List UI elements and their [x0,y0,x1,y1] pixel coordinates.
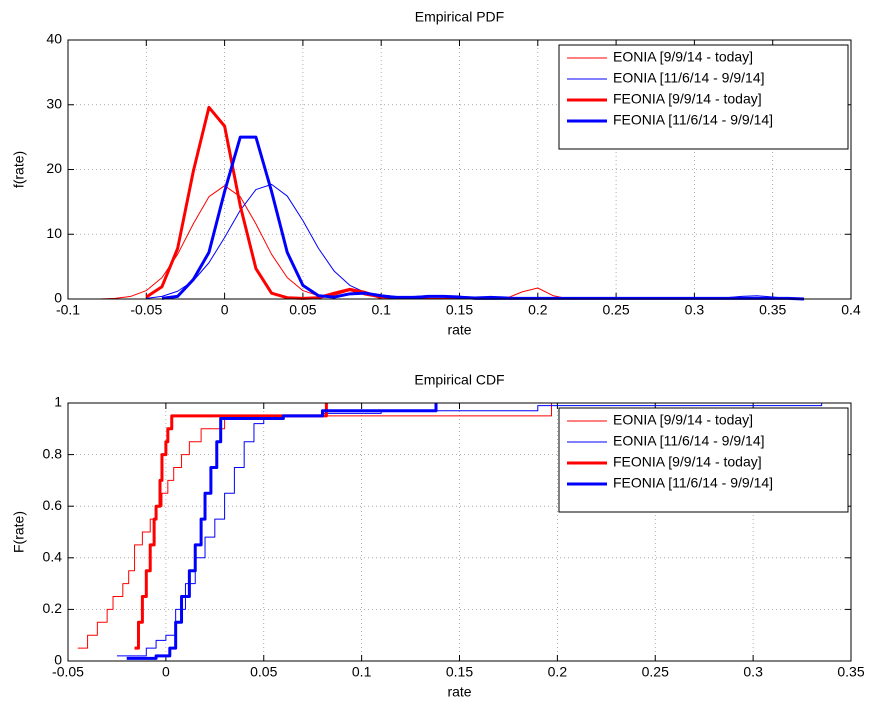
legend-box [558,407,849,513]
data-line [134,403,328,650]
x-tick-label: 0.25 [642,664,669,680]
x-axis-label: rate [447,684,471,700]
y-tick-label: 1 [54,394,62,410]
x-tick-label: 0.05 [289,302,316,318]
legend-label: FEONIA [11/6/14 - 9/9/14] [613,475,773,491]
x-tick-label: -0.1 [56,302,80,318]
legend-label: EONIA [9/9/14 - today] [613,412,753,428]
legend-label: FEONIA [11/6/14 - 9/9/14] [613,112,773,128]
x-tick-label: 0.1 [371,302,391,318]
x-tick-label: -0.05 [52,664,84,680]
x-tick-label: 0.05 [250,664,277,680]
legend-box [558,44,849,150]
y-tick-label: 0.2 [43,600,63,616]
y-tick-label: 40 [46,31,62,47]
x-tick-label: 0.15 [446,302,473,318]
x-tick-label: -0.05 [130,302,162,318]
x-tick-label: 0.15 [446,664,473,680]
legend-label: FEONIA [9/9/14 - today] [613,91,762,107]
x-tick-label: 0.3 [685,302,705,318]
y-tick-label: 0 [54,652,62,668]
data-line [161,135,805,301]
x-tick-label: 0.25 [602,302,629,318]
chart-title: Empirical PDF [415,9,504,25]
x-tick-label: 0.2 [548,664,568,680]
data-line [77,403,553,649]
y-tick-label: 0.6 [43,497,63,513]
y-axis-label: F(rate) [11,511,27,553]
data-line [145,105,382,300]
x-axis-label: rate [447,322,471,338]
x-tick-label: 0 [162,664,170,680]
y-tick-label: 0.8 [43,445,63,461]
data-line [116,403,823,657]
chart-title: Empirical CDF [414,372,504,388]
y-tick-label: 10 [46,225,62,241]
y-tick-label: 30 [46,95,62,111]
x-tick-label: 0.1 [352,664,372,680]
legend-label: EONIA [11/6/14 - 9/9/14] [613,70,765,86]
y-tick-label: 20 [46,160,62,176]
legend-label: EONIA [9/9/14 - today] [613,49,753,65]
y-axis-label: f(rate) [11,151,27,188]
x-tick-label: 0.4 [841,302,861,318]
y-tick-label: 0.4 [43,549,63,565]
x-tick-label: 0.35 [759,302,786,318]
legend-label: EONIA [11/6/14 - 9/9/14] [613,433,765,449]
data-line [126,403,438,660]
plot-frame [67,39,852,300]
x-tick-label: 0.2 [528,302,548,318]
x-tick-label: 0.3 [743,664,763,680]
plot-frame [67,402,852,662]
legend-label: FEONIA [9/9/14 - today] [613,454,762,470]
x-tick-label: 0.35 [837,664,864,680]
y-tick-label: 0 [54,290,62,306]
x-tick-label: 0 [221,302,229,318]
